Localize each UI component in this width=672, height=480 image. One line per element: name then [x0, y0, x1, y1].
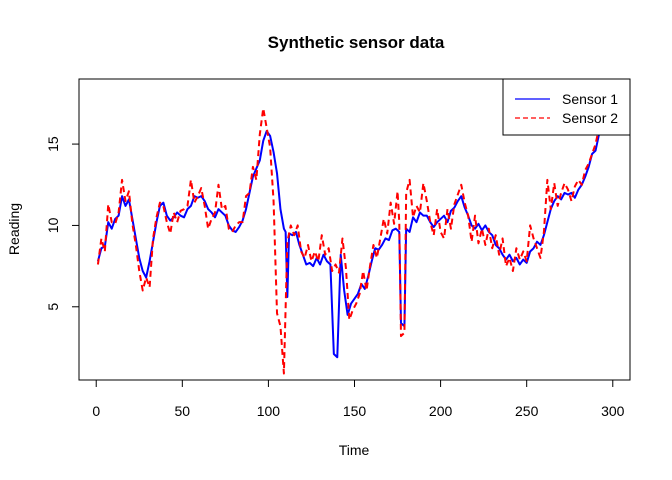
series-line-2 — [96, 107, 604, 375]
series-line-1 — [96, 124, 604, 359]
x-axis-label: Time — [339, 442, 370, 458]
x-tick-label: 300 — [601, 403, 625, 419]
x-tick-label: 100 — [257, 403, 281, 419]
y-tick-label: 10 — [45, 217, 61, 233]
x-tick-label: 50 — [175, 403, 191, 419]
x-tick-label: 250 — [515, 403, 539, 419]
plot-area — [96, 107, 604, 375]
legend-label-2: Sensor 2 — [562, 110, 618, 126]
legend-box — [502, 78, 631, 136]
x-tick-label: 0 — [92, 403, 100, 419]
x-tick-label: 150 — [343, 403, 367, 419]
x-tick-label: 200 — [429, 403, 453, 419]
y-tick-label: 15 — [45, 136, 61, 152]
y-tick-label: 5 — [45, 303, 61, 311]
chart-title: Synthetic sensor data — [268, 33, 445, 52]
legend-label-1: Sensor 1 — [562, 91, 618, 107]
y-axis: 5 10 15 — [45, 136, 80, 311]
y-axis-label: Reading — [6, 203, 22, 255]
x-axis: 0 50 100 150 200 250 300 — [92, 379, 625, 419]
legend: Sensor 1 Sensor 2 — [502, 78, 631, 136]
